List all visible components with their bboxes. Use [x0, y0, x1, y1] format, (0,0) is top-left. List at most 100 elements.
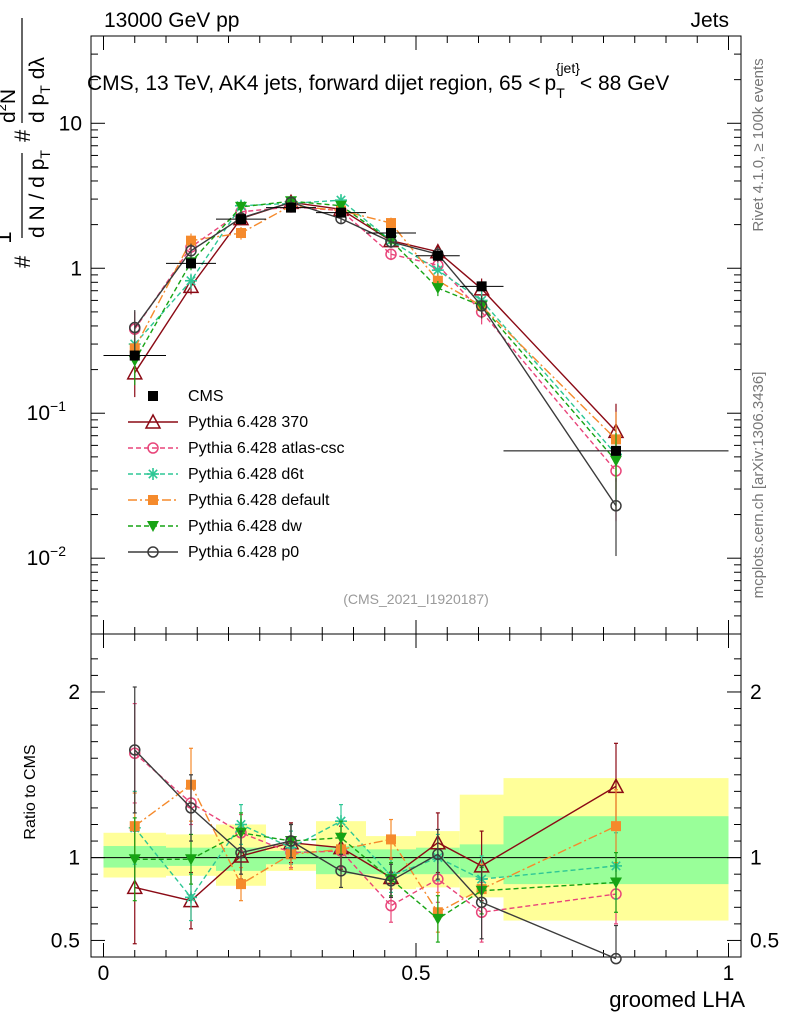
ratio-point — [335, 832, 347, 844]
series-0 — [126, 193, 625, 482]
data-point — [235, 201, 247, 213]
title-p: p — [545, 72, 557, 95]
data-point — [386, 218, 396, 229]
legend-label: Pythia 6.428 atlas-csc — [188, 440, 345, 457]
ratio-point — [128, 854, 141, 866]
ratio-point — [385, 875, 397, 887]
ratio-point — [385, 899, 397, 912]
legend-marker — [147, 468, 159, 480]
legend-item-d6t: Pythia 6.428 d6t — [188, 466, 304, 483]
cms-point — [129, 350, 140, 361]
ratio-point — [129, 744, 141, 756]
ratio-point — [335, 865, 347, 877]
x-tick-label: 0.5 — [401, 962, 430, 985]
ratio-series-5 — [129, 686, 622, 965]
y-tick-label: 10−2 — [27, 543, 67, 570]
rivet-label: Rivet 4.1.0, ≥ 100k events — [750, 58, 767, 231]
legend-marker — [147, 521, 159, 532]
legend-label: Pythia 6.428 dw — [188, 518, 302, 535]
cms-point — [476, 281, 487, 292]
cms-point — [286, 202, 296, 213]
ratio-point — [475, 896, 488, 909]
title-sup: {jet} — [556, 60, 580, 76]
legend-item-default: Pythia 6.428 default — [188, 492, 330, 509]
cms-point — [336, 207, 346, 218]
analysis-id: (CMS_2021_I1920187) — [343, 591, 489, 607]
cms-point — [386, 228, 396, 239]
ylabel-dn: d N / d p — [26, 159, 49, 238]
ylabel-hash2: # — [10, 129, 35, 142]
cms-point — [432, 250, 443, 261]
series-line — [134, 206, 617, 472]
legend-item-p0: Pythia 6.428 p0 — [188, 544, 299, 561]
legend: CMS Pythia 6.428 370 Pythia 6.428 atlas-… — [128, 388, 345, 561]
legend-item-370: Pythia 6.428 370 — [188, 414, 308, 431]
main-plot-data — [103, 193, 729, 557]
ratio-point — [611, 821, 621, 832]
y-tick-label: 10 — [59, 112, 82, 135]
ratio-tick-label-right: 2 — [750, 681, 762, 704]
svg-text:d N / d pT: d N / d pT — [26, 150, 53, 238]
ylabel-dn-sub: T — [37, 150, 53, 159]
ylabel-hash1: # — [10, 255, 35, 268]
energy-label: 13000 GeV pp — [104, 9, 239, 32]
ratio-line — [134, 832, 617, 920]
data-point — [385, 248, 397, 260]
ratio-y-label: Ratio to CMS — [22, 744, 39, 839]
x-tick-label: 1 — [723, 962, 735, 985]
data-point — [610, 500, 622, 512]
ratio-tick-label: 2 — [68, 681, 80, 704]
ratio-plot-data — [126, 686, 625, 965]
title-main: CMS, 13 TeV, AK4 jets, forward dijet reg… — [87, 72, 541, 95]
y-tick-label: 1 — [70, 257, 82, 280]
ratio-point — [185, 854, 197, 866]
ylabel-one: 1 — [0, 231, 16, 243]
data-point — [185, 245, 197, 257]
legend-marker — [147, 546, 159, 558]
ratio-point — [285, 835, 297, 847]
ratio-tick-label: 0.5 — [51, 929, 80, 952]
ylabel-d2n-n: N — [0, 89, 20, 104]
legend-label: Pythia 6.428 370 — [188, 414, 308, 431]
category-label: Jets — [690, 9, 729, 32]
legend-item-dw: Pythia 6.428 dw — [188, 518, 302, 535]
y-tick-label: 10−1 — [27, 398, 67, 425]
ratio-point — [610, 952, 622, 965]
ratio-point — [432, 848, 444, 861]
svg-text:# 1: # 1 — [0, 231, 35, 268]
legend-marker-cms — [148, 391, 158, 401]
legend-label: Pythia 6.428 default — [188, 492, 330, 509]
y-axis-label: # 1 d N / d pT # d2N d pTdλ — [0, 18, 53, 268]
chart-title: CMS, 13 TeV, AK4 jets, forward dijet reg… — [87, 60, 669, 101]
legend-marker — [147, 442, 159, 454]
ratio-point — [185, 802, 197, 814]
ratio-point — [235, 846, 247, 859]
legend-item-atlas-csc: Pythia 6.428 atlas-csc — [188, 440, 345, 457]
ratio-point — [386, 834, 396, 845]
ylabel-d2n-sup: 2 — [0, 104, 9, 111]
data-point — [182, 277, 200, 294]
legend-label: Pythia 6.428 p0 — [188, 544, 299, 561]
data-point — [610, 455, 622, 467]
svg-text:d2N: d2N — [0, 89, 20, 123]
ratio-line — [134, 752, 617, 914]
ratio-point — [431, 913, 444, 925]
ylabel-dpt-sub: T — [37, 85, 53, 94]
legend-label: Pythia 6.428 d6t — [188, 466, 304, 483]
data-point — [186, 235, 196, 246]
data-point — [129, 321, 141, 334]
ratio-point — [236, 879, 246, 890]
cms-point — [611, 445, 621, 456]
legend-marker — [144, 413, 162, 429]
axis-ticks: 0 0.5 1 10 1 10−1 10−2 0.5 0.5 1 1 2 2 — [27, 35, 779, 985]
ylabel-d2n: d — [0, 111, 20, 123]
data-point — [335, 200, 347, 212]
title-sub: T — [556, 85, 565, 101]
data-point — [475, 300, 488, 312]
ylabel-dlam: dλ — [26, 57, 49, 80]
legend-label: CMS — [188, 388, 224, 405]
title-tail: < 88 GeV — [580, 72, 669, 95]
cms-uncertainty-bands — [103, 778, 729, 921]
x-tick-label: 0 — [98, 962, 110, 985]
legend-markers — [128, 391, 178, 558]
